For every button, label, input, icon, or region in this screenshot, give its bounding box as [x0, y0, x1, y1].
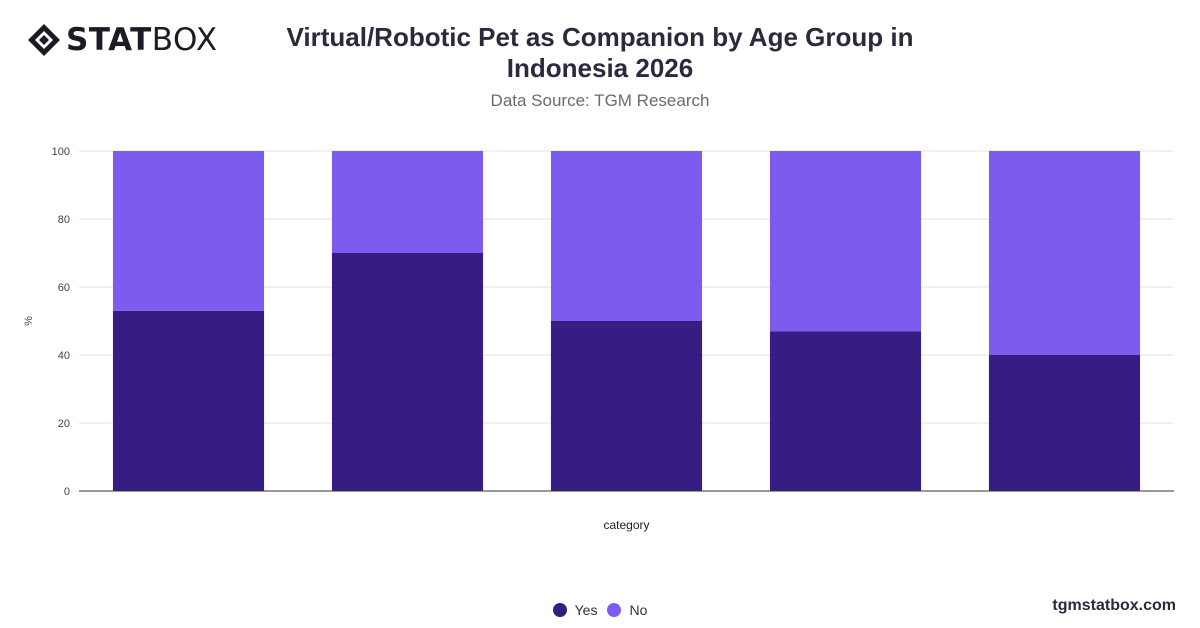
- bar-no-5: [988, 151, 1141, 355]
- logo-text: STATBOX: [66, 22, 218, 58]
- stacked-bar-chart: 0 20 40 60 80 100 category%: [23, 146, 1174, 532]
- site-url[interactable]: tgmstatbox.com: [1052, 597, 1176, 614]
- bar-yes-5: [988, 355, 1141, 491]
- bar-no-3: [550, 151, 703, 321]
- bar-no-4: [769, 151, 922, 332]
- y-tick-label: 100: [52, 146, 70, 158]
- legend-swatch-yes: [552, 603, 567, 617]
- legend-label-no: No: [629, 602, 648, 618]
- y-tick-label: 20: [58, 418, 70, 430]
- logo-text-light: BOX: [151, 22, 218, 58]
- chart-title: Virtual/Robotic Pet as Companion by Age …: [286, 22, 914, 83]
- y-axis-title: %: [23, 316, 35, 326]
- logo-text-bold: STAT: [66, 22, 152, 58]
- legend-item-no[interactable]: No: [607, 602, 647, 618]
- bar-yes-1: [112, 310, 265, 491]
- bar-yes-3: [550, 321, 703, 491]
- bar-no-2: [331, 151, 484, 253]
- bar-no-1: [112, 151, 265, 311]
- legend-item-yes[interactable]: Yes: [552, 602, 598, 618]
- chart-legend: Yes No: [0, 602, 1200, 618]
- x-axis-title: category: [603, 518, 649, 532]
- statbox-logo: STATBOX: [26, 22, 218, 58]
- y-tick-label: 0: [64, 486, 70, 498]
- legend-swatch-no: [607, 603, 622, 617]
- diamond-logo-icon: [28, 24, 60, 56]
- bar-yes-2: [331, 253, 484, 491]
- y-tick-label: 80: [58, 214, 70, 226]
- y-tick-label: 40: [58, 350, 70, 362]
- chart-subtitle: Data Source: TGM Research: [490, 91, 710, 110]
- legend-label-yes: Yes: [574, 602, 598, 618]
- y-tick-label: 60: [58, 282, 70, 294]
- bar-yes-4: [769, 331, 922, 491]
